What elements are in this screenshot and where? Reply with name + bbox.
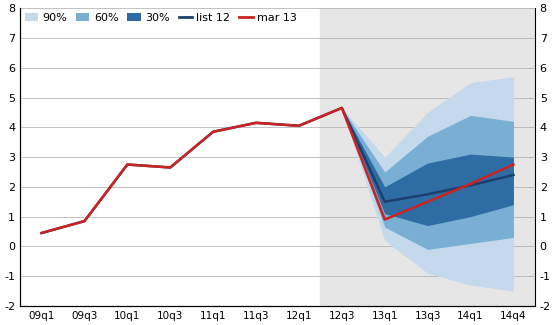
Legend: 90%, 60%, 30%, list 12, mar 13: 90%, 60%, 30%, list 12, mar 13 [22,10,299,25]
Bar [320,8,535,306]
